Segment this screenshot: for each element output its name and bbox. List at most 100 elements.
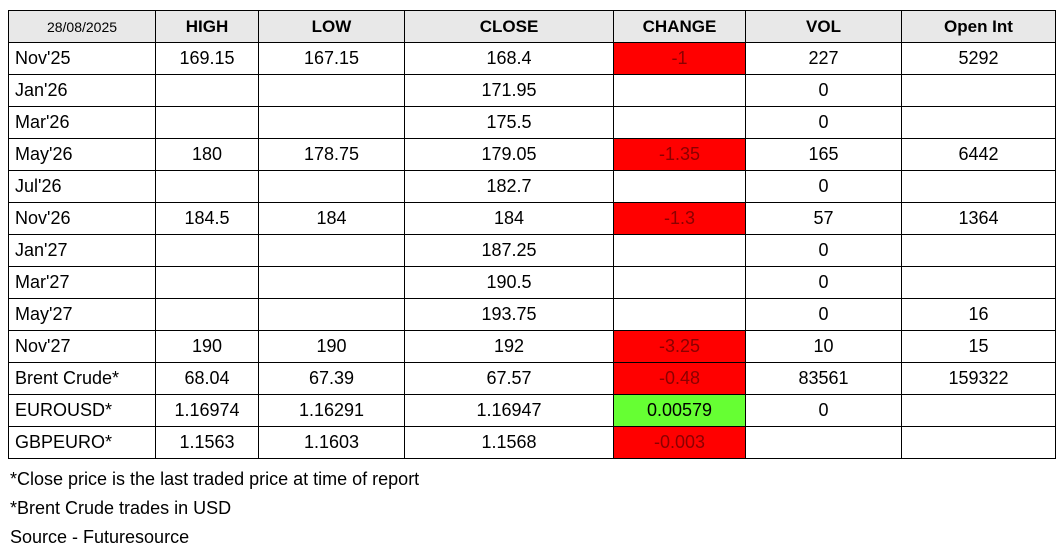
- cell: [613, 266, 746, 299]
- cell: [901, 234, 1056, 267]
- row-label: Jan'27: [8, 234, 156, 267]
- note: Source - Futuresource: [10, 527, 190, 547]
- cell: 180: [155, 138, 259, 171]
- cell: 1.16291: [258, 394, 405, 427]
- header-cell: Open Int: [901, 10, 1056, 43]
- cell: [613, 298, 746, 331]
- note: *Brent Crude trades in USD: [10, 498, 232, 518]
- cell: [613, 106, 746, 139]
- table-row: Mar'26 175.5 0: [8, 106, 1056, 139]
- cell: [258, 106, 405, 139]
- cell: 57: [745, 202, 902, 235]
- cell: [155, 298, 259, 331]
- cell: 175.5: [404, 106, 614, 139]
- header-row: 28/08/2025 HIGH LOW CLOSE CHANGE VOL Open Int: [8, 10, 1056, 43]
- cell: [258, 170, 405, 203]
- cell: 1.16974: [155, 394, 259, 427]
- cell: 67.39: [258, 362, 405, 395]
- cell: [155, 74, 259, 107]
- cell: 5292: [901, 42, 1056, 75]
- table-row: Brent Crude* 68.04 67.39 67.57 -0.48 83561 159…: [8, 362, 1056, 395]
- row-label: Jul'26: [8, 170, 156, 203]
- cell: 171.95: [404, 74, 614, 107]
- row-label: Jan'26: [8, 74, 156, 107]
- cell: [901, 106, 1056, 139]
- cell: -1.3: [613, 202, 746, 235]
- row-label: EUROUSD*: [8, 394, 156, 427]
- cell: 178.75: [258, 138, 405, 171]
- row-label: GBPEURO*: [8, 426, 156, 459]
- price-table: 28/08/2025 HIGH LOW CLOSE CHANGE VOL Open Int …: [8, 10, 1056, 459]
- cell: 190: [155, 330, 259, 363]
- cell: [901, 426, 1056, 459]
- cell: 187.25: [404, 234, 614, 267]
- cell: 1.1563: [155, 426, 259, 459]
- cell: 0: [745, 394, 902, 427]
- cell: 67.57: [404, 362, 614, 395]
- cell: 192: [404, 330, 614, 363]
- row-label: Brent Crude*: [8, 362, 156, 395]
- row-label: Nov'27: [8, 330, 156, 363]
- cell: 1364: [901, 202, 1056, 235]
- cell: [155, 170, 259, 203]
- cell: 159322: [901, 362, 1056, 395]
- cell: 167.15: [258, 42, 405, 75]
- cell: 83561: [745, 362, 902, 395]
- cell: 0.00579: [613, 394, 746, 427]
- note: *Close price is the last traded price at…: [10, 469, 420, 489]
- table-row: Mar'27 190.5 0: [8, 266, 1056, 299]
- header-cell: 28/08/2025: [8, 10, 156, 43]
- cell: 184.5: [155, 202, 259, 235]
- table-body: Nov'25 169.15 167.15 168.4 -1 227 5292 Jan'26 17…: [8, 42, 1056, 459]
- cell: 165: [745, 138, 902, 171]
- cell: 184: [258, 202, 405, 235]
- cell: 0: [745, 74, 902, 107]
- header-cell: LOW: [258, 10, 405, 43]
- cell: -0.48: [613, 362, 746, 395]
- cell: [901, 74, 1056, 107]
- row-label: May'26: [8, 138, 156, 171]
- cell: 227: [745, 42, 902, 75]
- cell: 0: [745, 298, 902, 331]
- cell: 184: [404, 202, 614, 235]
- cell: 15: [901, 330, 1056, 363]
- cell: [258, 266, 405, 299]
- cell: 0: [745, 170, 902, 203]
- cell: 10: [745, 330, 902, 363]
- cell: 0: [745, 234, 902, 267]
- cell: 0: [745, 106, 902, 139]
- cell: 190: [258, 330, 405, 363]
- cell: [155, 106, 259, 139]
- cell: [613, 234, 746, 267]
- table-row: Jan'27 187.25 0: [8, 234, 1056, 267]
- table-row: May'27 193.75 0 16: [8, 298, 1056, 331]
- cell: 182.7: [404, 170, 614, 203]
- cell: [613, 74, 746, 107]
- cell: [155, 266, 259, 299]
- table-row: EUROUSD* 1.16974 1.16291 1.16947 0.00579 0: [8, 394, 1056, 427]
- cell: [901, 266, 1056, 299]
- cell: [155, 234, 259, 267]
- header-cell: HIGH: [155, 10, 259, 43]
- header-cell: CLOSE: [404, 10, 614, 43]
- cell: [901, 170, 1056, 203]
- report: 28/08/2025 HIGH LOW CLOSE CHANGE VOL Open Int …: [8, 10, 1056, 552]
- cell: 179.05: [404, 138, 614, 171]
- cell: 193.75: [404, 298, 614, 331]
- cell: -1: [613, 42, 746, 75]
- cell: [258, 234, 405, 267]
- cell: [613, 170, 746, 203]
- table-row: May'26 180 178.75 179.05 -1.35 165 6442: [8, 138, 1056, 171]
- table-row: Nov'27 190 190 192 -3.25 10 15: [8, 330, 1056, 363]
- cell: -0.003: [613, 426, 746, 459]
- cell: -3.25: [613, 330, 746, 363]
- row-label: Nov'26: [8, 202, 156, 235]
- table-row: Nov'26 184.5 184 184 -1.3 57 1364: [8, 202, 1056, 235]
- table-row: Nov'25 169.15 167.15 168.4 -1 227 5292: [8, 42, 1056, 75]
- cell: 190.5: [404, 266, 614, 299]
- header-cell: CHANGE: [613, 10, 746, 43]
- table-row: Jan'26 171.95 0: [8, 74, 1056, 107]
- row-label: Nov'25: [8, 42, 156, 75]
- row-label: May'27: [8, 298, 156, 331]
